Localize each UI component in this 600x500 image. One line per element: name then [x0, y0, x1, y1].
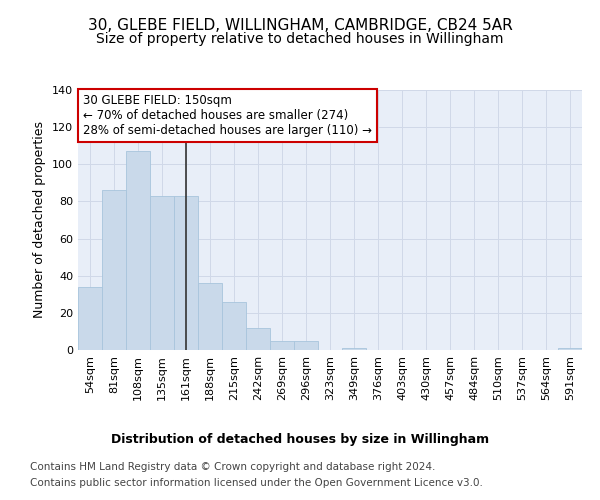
Bar [222, 302, 246, 350]
Bar [102, 190, 126, 350]
Bar [270, 340, 294, 350]
Bar [198, 283, 222, 350]
Text: Distribution of detached houses by size in Willingham: Distribution of detached houses by size … [111, 432, 489, 446]
Bar [342, 348, 366, 350]
Text: 30 GLEBE FIELD: 150sqm
← 70% of detached houses are smaller (274)
28% of semi-de: 30 GLEBE FIELD: 150sqm ← 70% of detached… [83, 94, 372, 137]
Bar [294, 340, 318, 350]
Text: Size of property relative to detached houses in Willingham: Size of property relative to detached ho… [96, 32, 504, 46]
Bar [126, 152, 150, 350]
Bar [174, 196, 198, 350]
Text: Contains public sector information licensed under the Open Government Licence v3: Contains public sector information licen… [30, 478, 483, 488]
Y-axis label: Number of detached properties: Number of detached properties [34, 122, 46, 318]
Bar [246, 328, 270, 350]
Bar [150, 196, 174, 350]
Text: Contains HM Land Registry data © Crown copyright and database right 2024.: Contains HM Land Registry data © Crown c… [30, 462, 436, 472]
Bar [78, 287, 102, 350]
Text: 30, GLEBE FIELD, WILLINGHAM, CAMBRIDGE, CB24 5AR: 30, GLEBE FIELD, WILLINGHAM, CAMBRIDGE, … [88, 18, 512, 32]
Bar [558, 348, 582, 350]
